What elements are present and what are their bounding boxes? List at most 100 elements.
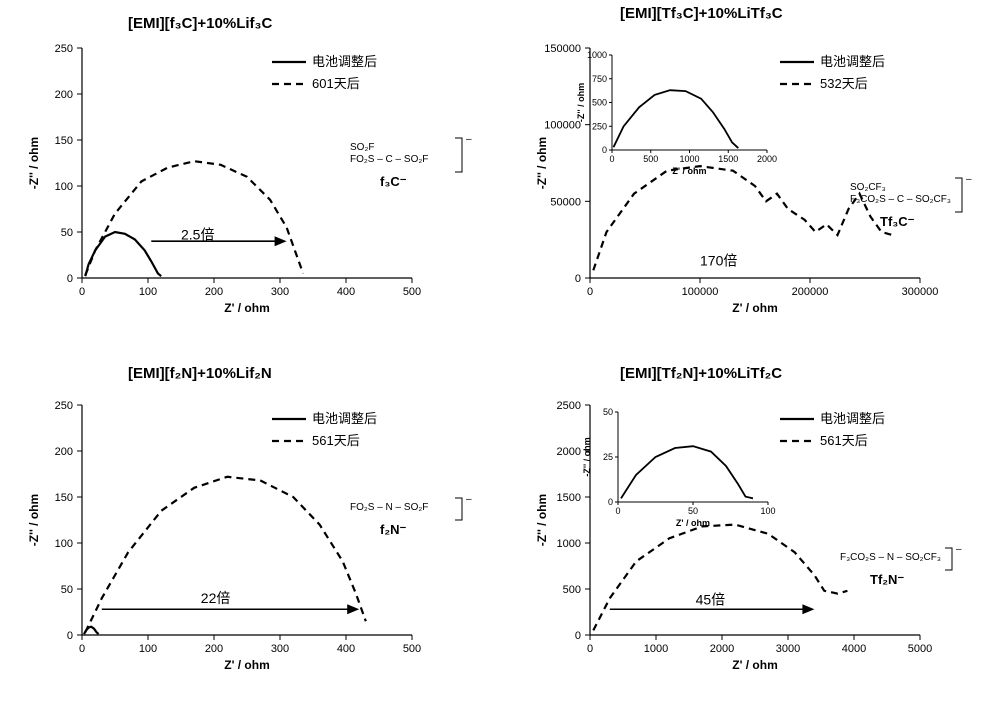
xtick-label: 0 <box>587 643 593 655</box>
ytick-label: 150000 <box>544 43 581 55</box>
ytick-label: 500 <box>563 584 581 596</box>
x-axis-label: Z' / ohm <box>732 658 778 672</box>
x-axis-label: Z' / ohm <box>224 301 270 315</box>
svg-text:0: 0 <box>608 497 613 507</box>
charge-minus: – <box>466 494 472 505</box>
svg-text:50: 50 <box>688 506 698 516</box>
xtick-label: 200000 <box>792 286 829 298</box>
panel-tr: [EMI][Tf₃C]+10%LiTf₃C0100000200000300000… <box>535 5 972 315</box>
svg-text:Z' / ohm: Z' / ohm <box>676 518 710 528</box>
legend-solid: 电池调整后 <box>312 54 377 69</box>
xtick-label: 300 <box>271 643 289 655</box>
svg-text:250: 250 <box>592 121 607 131</box>
series-dash <box>85 161 303 275</box>
y-axis-label: -Z'' / ohm <box>535 494 549 546</box>
ytick-label: 0 <box>575 630 581 642</box>
svg-text:500: 500 <box>592 98 607 108</box>
ytick-label: 0 <box>67 630 73 642</box>
xtick-label: 0 <box>587 286 593 298</box>
ion-label: Tf₃C⁻ <box>880 214 915 229</box>
ytick-label: 100 <box>55 181 73 193</box>
xtick-label: 0 <box>79 286 85 298</box>
svg-text:-Z'' / ohm: -Z'' / ohm <box>582 437 592 476</box>
svg-text:1000: 1000 <box>679 154 699 164</box>
formula-line: SO₂CF₃ <box>850 182 886 193</box>
ytick-label: 100 <box>55 538 73 550</box>
svg-text:2000: 2000 <box>757 154 777 164</box>
svg-text:25: 25 <box>603 452 613 462</box>
ion-label: Tf₂N⁻ <box>870 572 904 587</box>
svg-text:0: 0 <box>615 506 620 516</box>
ytick-label: 0 <box>575 273 581 285</box>
xtick-label: 300 <box>271 286 289 298</box>
ytick-label: 2500 <box>557 400 581 412</box>
figure-svg: [EMI][f₃C]+10%Lif₃C010020030040050005010… <box>0 0 1000 703</box>
ytick-label: 50 <box>61 584 73 596</box>
ytick-label: 250 <box>55 400 73 412</box>
panel-title: [EMI][f₂N]+10%Lif₂N <box>128 365 272 382</box>
multiplier-annotation: 22倍 <box>201 590 231 606</box>
panel-title: [EMI][Tf₃C]+10%LiTf₃C <box>620 5 783 22</box>
ytick-label: 200 <box>55 446 73 458</box>
legend-dash: 601天后 <box>312 76 360 91</box>
svg-text:0: 0 <box>602 145 607 155</box>
svg-text:500: 500 <box>643 154 658 164</box>
xtick-label: 200 <box>205 286 223 298</box>
ytick-label: 0 <box>67 273 73 285</box>
y-axis-label: -Z'' / ohm <box>535 137 549 189</box>
svg-text:1500: 1500 <box>718 154 738 164</box>
x-axis-label: Z' / ohm <box>732 301 778 315</box>
ytick-label: 1500 <box>557 492 581 504</box>
figure-grid: { "panels": { "tl": { "title": "[EMI][f₃… <box>0 0 1000 703</box>
svg-text:50: 50 <box>603 407 613 417</box>
y-axis-label: -Z'' / ohm <box>27 137 41 189</box>
formula-line: F₃CO₂S – C – SO₂CF₃ <box>850 194 951 205</box>
legend-solid: 电池调整后 <box>312 411 377 426</box>
ytick-label: 50 <box>61 227 73 239</box>
legend-dash: 532天后 <box>820 76 868 91</box>
ytick-label: 2000 <box>557 446 581 458</box>
charge-minus: – <box>966 174 972 185</box>
xtick-label: 200 <box>205 643 223 655</box>
panel-br: [EMI][Tf₂N]+10%LiTf₂C0100020003000400050… <box>535 365 962 672</box>
xtick-label: 0 <box>79 643 85 655</box>
legend-solid: 电池调整后 <box>820 411 885 426</box>
svg-text:1000: 1000 <box>587 50 607 60</box>
x-axis-label: Z' / ohm <box>224 658 270 672</box>
bracket-icon <box>955 178 962 212</box>
xtick-label: 100 <box>139 286 157 298</box>
panel-title: [EMI][Tf₂N]+10%LiTf₂C <box>620 365 782 382</box>
xtick-label: 500 <box>403 286 421 298</box>
ytick-label: 200 <box>55 89 73 101</box>
legend-solid: 电池调整后 <box>820 54 885 69</box>
charge-minus: – <box>466 134 472 145</box>
svg-text:750: 750 <box>592 74 607 84</box>
svg-text:100: 100 <box>760 506 775 516</box>
ion-label: f₂N⁻ <box>380 522 406 537</box>
xtick-label: 300000 <box>902 286 939 298</box>
panel-tl: [EMI][f₃C]+10%Lif₃C010020030040050005010… <box>27 15 472 315</box>
xtick-label: 4000 <box>842 643 866 655</box>
legend-dash: 561天后 <box>820 433 868 448</box>
multiplier-annotation: 170倍 <box>700 253 737 269</box>
multiplier-annotation: 45倍 <box>696 592 726 608</box>
y-axis-label: -Z'' / ohm <box>27 494 41 546</box>
ytick-label: 50000 <box>550 196 581 208</box>
formula-line: SO₂F <box>350 142 374 153</box>
panel-bl: [EMI][f₂N]+10%Lif₂N010020030040050005010… <box>27 365 472 672</box>
series-dash <box>593 166 892 270</box>
series-dash <box>593 525 847 631</box>
bracket-icon <box>455 498 462 520</box>
multiplier-annotation: 2.5倍 <box>181 226 214 242</box>
svg-text:0: 0 <box>609 154 614 164</box>
xtick-label: 100 <box>139 643 157 655</box>
ytick-label: 150 <box>55 492 73 504</box>
xtick-label: 500 <box>403 643 421 655</box>
ytick-label: 1000 <box>557 538 581 550</box>
ytick-label: 250 <box>55 43 73 55</box>
ytick-label: 150 <box>55 135 73 147</box>
series-solid <box>85 232 161 276</box>
charge-minus: – <box>956 544 962 555</box>
xtick-label: 100000 <box>682 286 719 298</box>
ion-label: f₃C⁻ <box>380 174 407 189</box>
